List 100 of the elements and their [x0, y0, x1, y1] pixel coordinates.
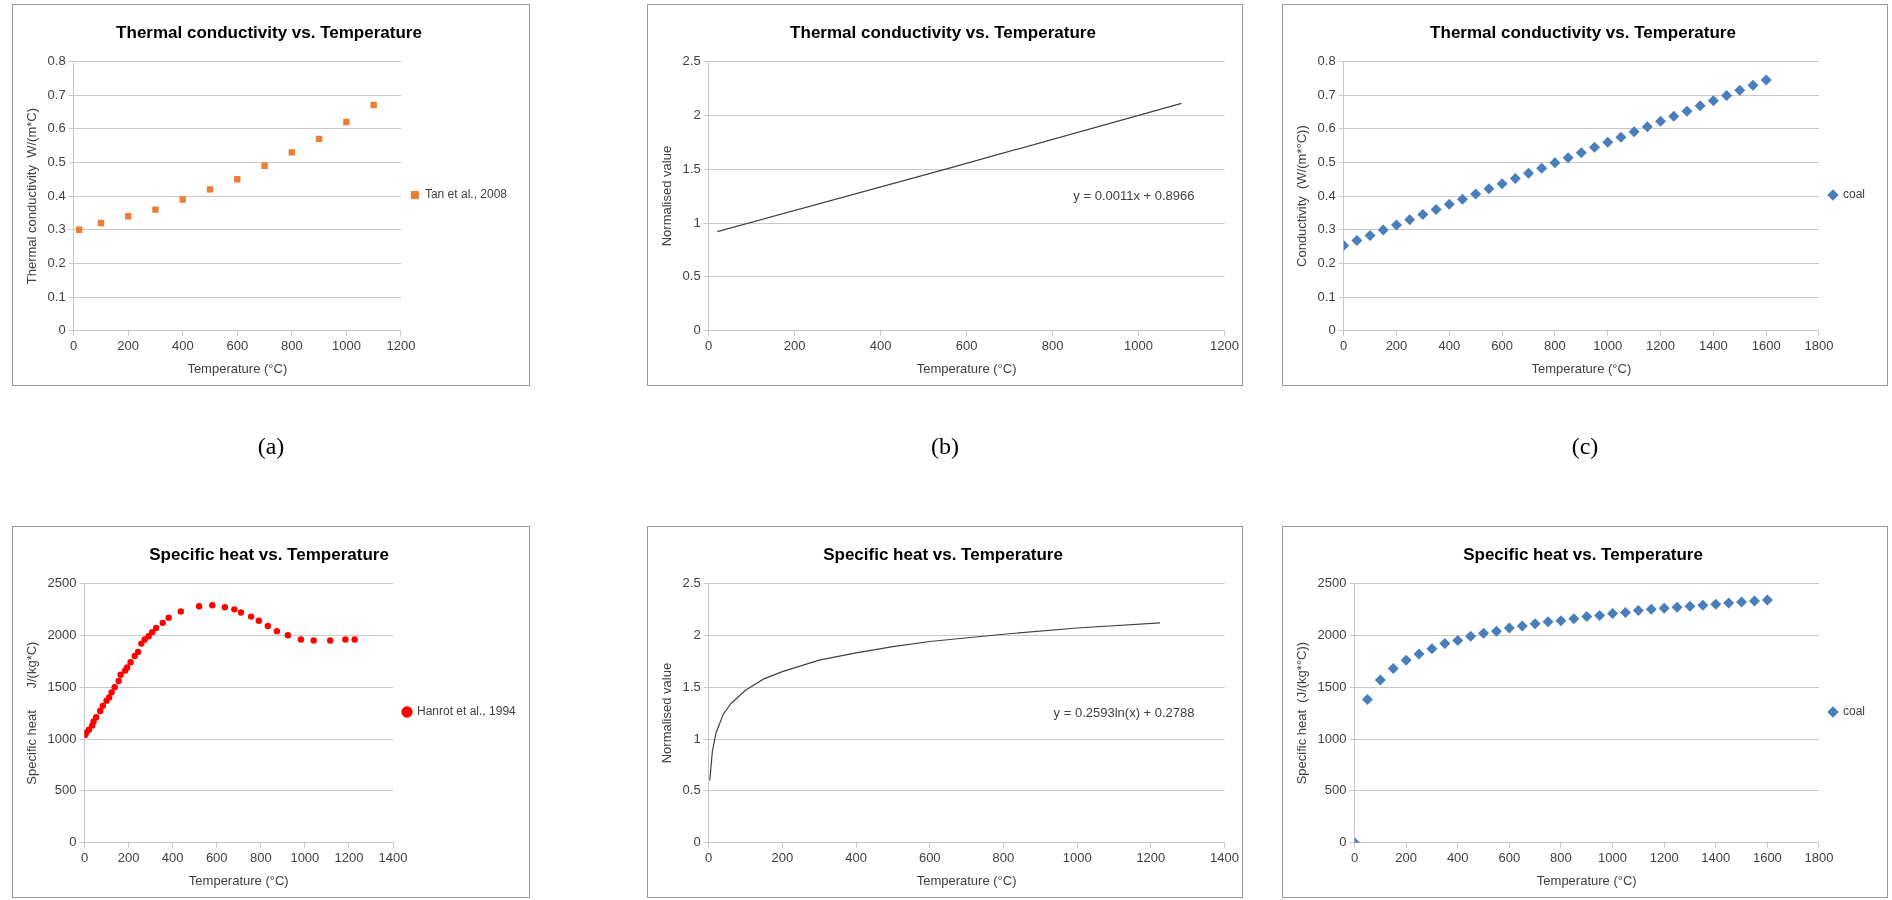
y-tick-label: 2000	[47, 626, 77, 642]
x-axis-title: Temperature (°C)	[916, 360, 1017, 376]
x-tick-label: 1000	[331, 338, 361, 354]
x-axis-title: Temperature (°C)	[188, 872, 289, 888]
y-tick-label: 0.3	[47, 221, 66, 237]
x-tick-label: 200	[117, 850, 140, 866]
x-tick-label: 1200	[1210, 338, 1239, 354]
x-tick-label: 1800	[1804, 850, 1834, 866]
y-tick-label: 2500	[1317, 574, 1347, 590]
y-tick-label: 2500	[47, 574, 77, 590]
x-tick-label: 400	[1438, 338, 1461, 354]
y-tick-label: 0	[1339, 834, 1347, 850]
y-tick-label: 0.2	[1317, 255, 1336, 271]
y-tick-label: 2	[693, 626, 701, 642]
y-tick-label: 0.5	[682, 268, 701, 284]
annotation: y = 0.2593ln(x) + 0.2788	[1053, 704, 1195, 720]
chart-title: Specific heat vs. Temperature	[823, 544, 1063, 564]
x-tick-label: 600	[226, 338, 249, 354]
x-tick-label: 800	[992, 850, 1015, 866]
y-tick-label: 1500	[47, 678, 77, 694]
x-tick-label: 200	[771, 850, 794, 866]
legend-label: Tan et al., 2008	[424, 187, 508, 202]
x-tick-label: 800	[1041, 338, 1064, 354]
x-tick-label: 800	[249, 850, 272, 866]
text: (c)	[1570, 433, 1600, 460]
text: (a)	[256, 433, 286, 460]
x-tick-label: 1400	[1210, 850, 1239, 866]
x-tick-label: 600	[955, 338, 978, 354]
x-tick-label: 0	[80, 850, 89, 866]
y-axis-title: Thermal conductivity W/(m*C)	[24, 107, 40, 285]
y-tick-label: 2.5	[682, 52, 701, 68]
x-tick-label: 400	[161, 850, 184, 866]
x-tick-label: 1200	[1646, 338, 1676, 354]
annotation: y = 0.0011x + 0.8966	[1073, 187, 1195, 203]
y-tick-label: 0	[693, 834, 701, 850]
x-tick-label: 200	[1395, 850, 1417, 866]
y-tick-label: 2.5	[682, 574, 701, 590]
y-tick-label: 1	[693, 214, 701, 230]
y-tick-label: 0.5	[682, 782, 701, 798]
x-tick-label: 600	[918, 850, 941, 866]
y-tick-label: 500	[1324, 782, 1347, 798]
chart-title: Specific heat vs. Temperature	[1463, 544, 1703, 564]
y-tick-label: 0.5	[47, 154, 66, 169]
x-tick-label: 400	[171, 338, 194, 354]
y-tick-label: 0.6	[47, 120, 66, 136]
y-tick-label: 1000	[47, 730, 77, 746]
x-tick-label: 400	[1446, 850, 1469, 866]
y-axis-title: Normalised value	[659, 145, 675, 247]
y-tick-label: 0	[69, 834, 77, 850]
x-tick-label: 200	[1385, 338, 1408, 354]
y-tick-label: 2	[693, 106, 701, 122]
x-tick-label: 200	[117, 338, 140, 354]
x-tick-label: 1000	[290, 850, 320, 866]
y-axis-title: Conductivity (W/(m*°C))	[1294, 125, 1310, 267]
x-axis-title: Temperature (°C)	[916, 872, 1017, 888]
y-tick-label: 1	[693, 730, 701, 746]
x-axis-title: Temperature (°C)	[1531, 360, 1632, 376]
chart-title: Thermal conductivity vs. Temperature	[1430, 22, 1736, 42]
y-tick-label: 0	[693, 322, 701, 338]
y-tick-label: 0.2	[47, 255, 66, 271]
chart-title: Thermal conductivity vs. Temperature	[790, 22, 1096, 42]
y-tick-label: 0.7	[47, 86, 66, 102]
x-tick-label: 400	[845, 850, 867, 866]
y-tick-label: 0.8	[1317, 52, 1336, 68]
y-axis-title: Normalised value	[659, 662, 675, 764]
legend-label: coal	[1842, 704, 1865, 719]
x-tick-label: 1800	[1804, 338, 1834, 354]
x-axis-title: Temperature (°C)	[187, 360, 288, 376]
y-tick-label: 0.8	[47, 52, 66, 68]
y-tick-label: 1000	[1317, 730, 1347, 746]
x-tick-label: 1400	[1698, 338, 1728, 354]
y-axis-title: Specific heat J/(kg*C)	[24, 641, 40, 785]
x-tick-label: 1200	[1649, 850, 1679, 866]
y-tick-label: 1.5	[682, 160, 701, 176]
y-tick-label: 1500	[1317, 678, 1347, 694]
x-tick-label: 1600	[1752, 850, 1782, 866]
x-tick-label: 1000	[1124, 338, 1154, 354]
x-tick-label: 1000	[1598, 850, 1628, 866]
x-tick-label: 1200	[1136, 850, 1166, 866]
chart-title: Specific heat vs. Temperature	[149, 544, 389, 564]
y-tick-label: 0.5	[1317, 154, 1336, 169]
x-tick-label: 1200	[386, 338, 416, 354]
x-tick-label: 800	[281, 338, 303, 354]
chart-title: Thermal conductivity vs. Temperature	[116, 22, 422, 42]
legend-label: coal	[1842, 187, 1865, 202]
x-tick-label: 600	[205, 850, 228, 866]
y-tick-label: 0.4	[1317, 187, 1336, 203]
y-tick-label: 0.1	[47, 288, 66, 304]
x-tick-label: 800	[1544, 338, 1566, 354]
y-tick-label: 1.5	[682, 678, 701, 694]
x-tick-label: 1000	[1593, 338, 1623, 354]
x-tick-label: 1400	[378, 850, 408, 866]
y-tick-label: 2000	[1317, 626, 1347, 642]
x-tick-label: 200	[783, 338, 806, 354]
x-tick-label: 1600	[1751, 338, 1781, 354]
y-axis-title: Specific heat (J/(kg*°C))	[1294, 641, 1310, 785]
x-tick-label: 0	[705, 338, 713, 354]
x-tick-label: 600	[1498, 850, 1521, 866]
y-tick-label: 0	[1328, 322, 1336, 338]
x-tick-label: 0	[1350, 850, 1359, 866]
